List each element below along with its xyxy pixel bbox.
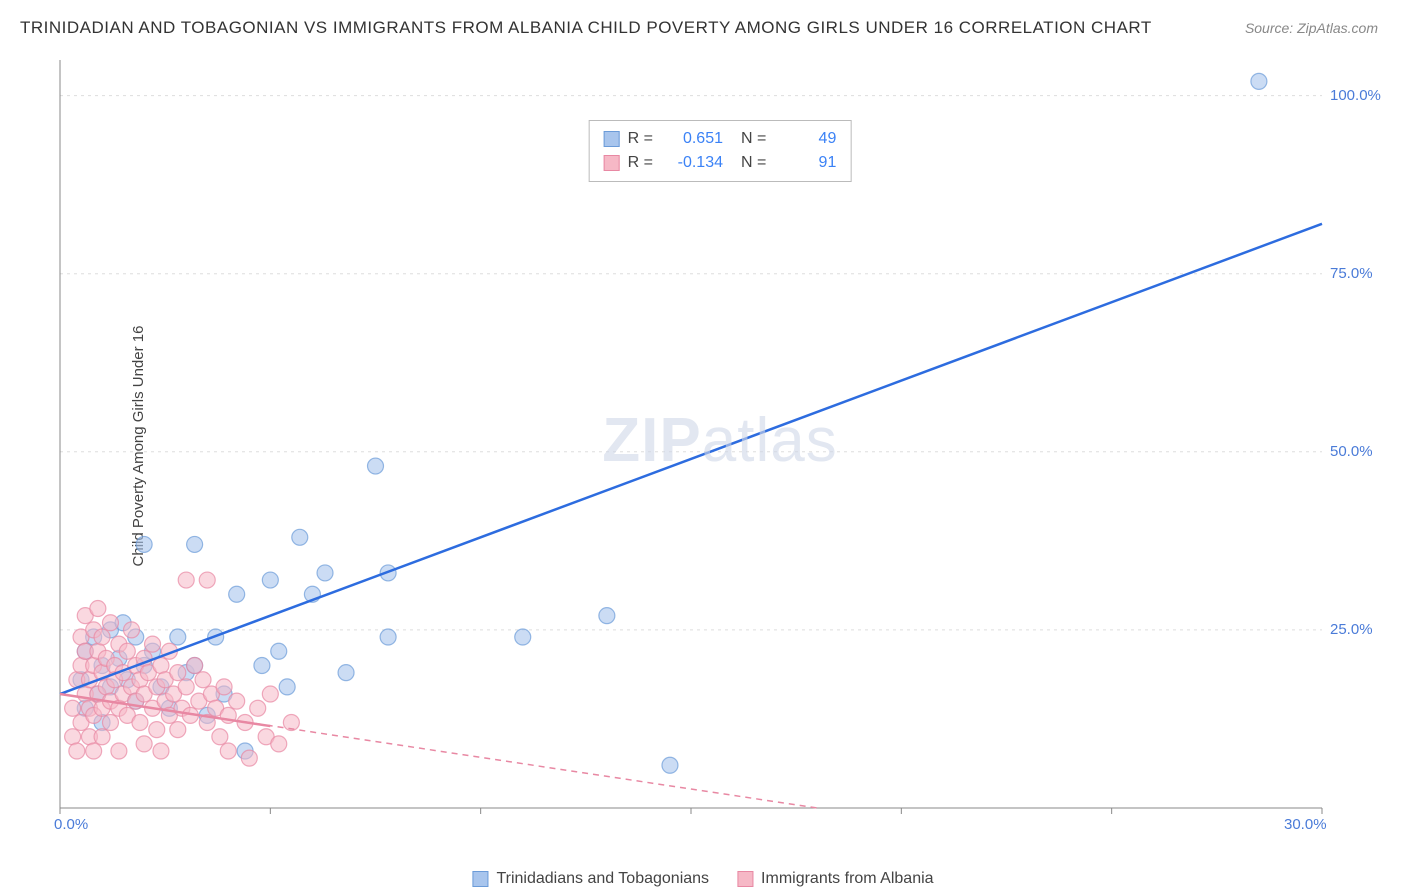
stats-row-series2: R = -0.134 N = 91 — [604, 151, 837, 175]
legend-label-series2: Immigrants from Albania — [761, 870, 934, 888]
n-value-series1: 49 — [780, 127, 836, 151]
r-label: R = — [628, 151, 653, 175]
legend-label-series1: Trinidadians and Tobagonians — [496, 870, 709, 888]
legend-item-series2: Immigrants from Albania — [737, 870, 934, 888]
r-value-series1: 0.651 — [667, 127, 723, 151]
n-label: N = — [741, 151, 766, 175]
r-label: R = — [628, 127, 653, 151]
source-attribution: Source: ZipAtlas.com — [1245, 20, 1378, 36]
tick-label: 0.0% — [54, 816, 88, 833]
legend-swatch-series2 — [737, 871, 753, 887]
n-value-series2: 91 — [780, 151, 836, 175]
r-value-series2: -0.134 — [667, 151, 723, 175]
tick-label: 25.0% — [1330, 621, 1373, 638]
swatch-series1 — [604, 131, 620, 147]
swatch-series2 — [604, 155, 620, 171]
n-label: N = — [741, 127, 766, 151]
tick-label: 30.0% — [1284, 816, 1327, 833]
stats-row-series1: R = 0.651 N = 49 — [604, 127, 837, 151]
legend-bottom: Trinidadians and Tobagonians Immigrants … — [472, 870, 933, 888]
legend-item-series1: Trinidadians and Tobagonians — [472, 870, 709, 888]
correlation-stats-box: R = 0.651 N = 49 R = -0.134 N = 91 — [589, 120, 852, 182]
chart-title: TRINIDADIAN AND TOBAGONIAN VS IMMIGRANTS… — [20, 18, 1152, 38]
legend-swatch-series1 — [472, 871, 488, 887]
tick-label: 50.0% — [1330, 443, 1373, 460]
tick-label: 75.0% — [1330, 265, 1373, 282]
chart-area: ZIPatlas R = 0.651 N = 49 R = -0.134 N =… — [56, 58, 1384, 830]
tick-label: 100.0% — [1330, 87, 1381, 104]
